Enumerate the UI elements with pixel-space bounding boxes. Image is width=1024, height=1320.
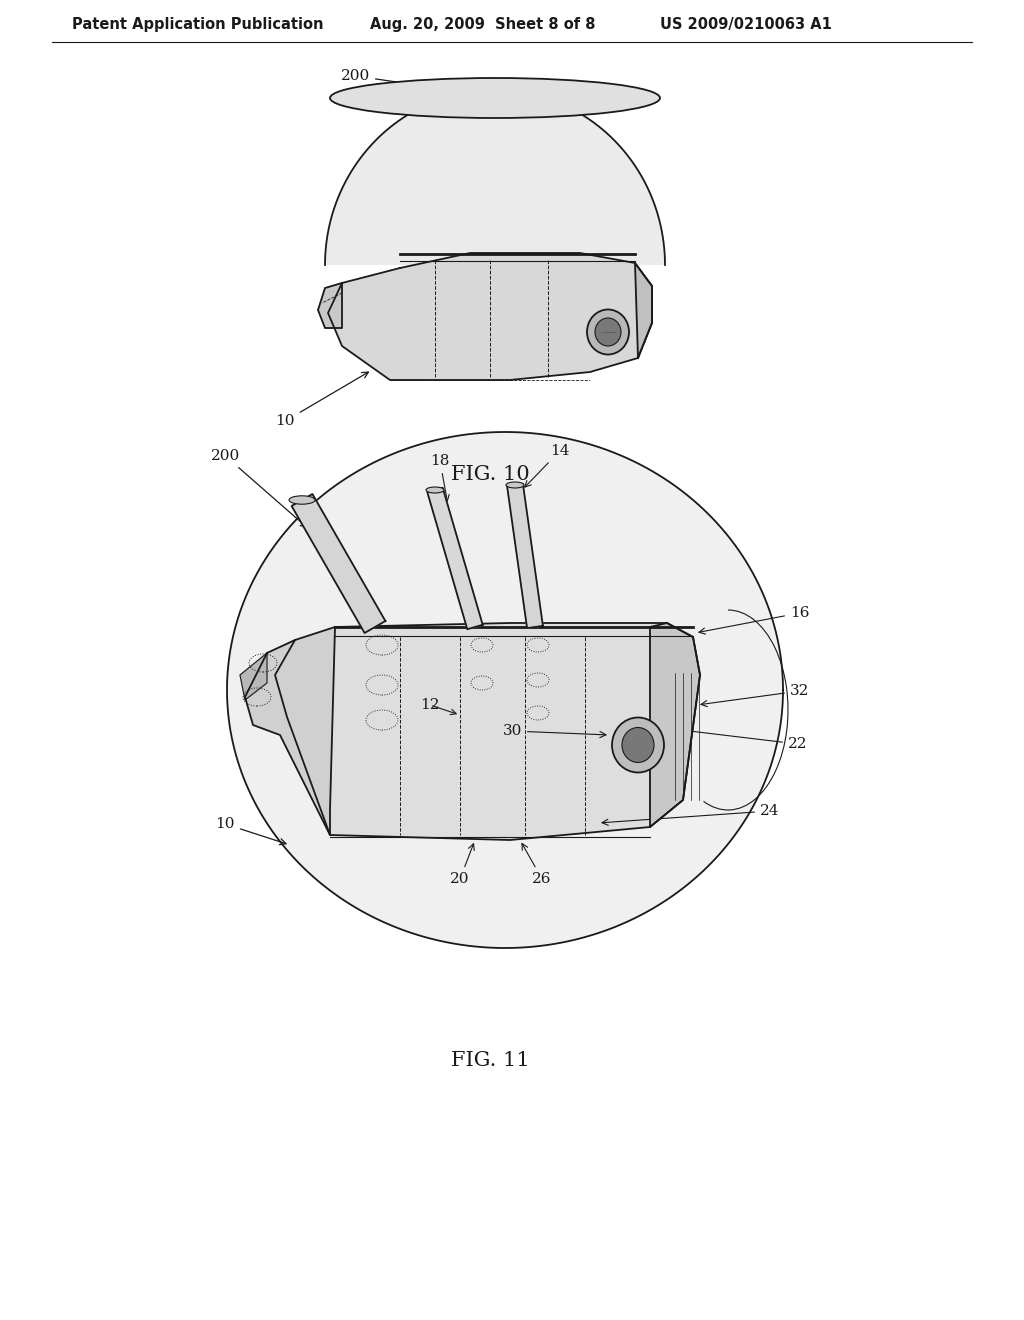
Polygon shape (325, 90, 665, 265)
Text: FIG. 11: FIG. 11 (451, 1051, 529, 1069)
Ellipse shape (289, 496, 315, 504)
Polygon shape (227, 432, 783, 948)
Text: 20: 20 (451, 843, 474, 886)
Ellipse shape (587, 309, 629, 355)
Ellipse shape (622, 727, 654, 763)
Text: US 2009/0210063 A1: US 2009/0210063 A1 (660, 17, 831, 33)
Text: 12: 12 (420, 698, 439, 711)
Ellipse shape (595, 318, 621, 346)
Text: 10: 10 (215, 817, 286, 845)
Text: 32: 32 (701, 684, 809, 706)
Text: 18: 18 (430, 454, 450, 502)
Ellipse shape (612, 718, 664, 772)
Ellipse shape (506, 482, 524, 488)
Text: Aug. 20, 2009  Sheet 8 of 8: Aug. 20, 2009 Sheet 8 of 8 (370, 17, 596, 33)
Polygon shape (328, 253, 652, 380)
Polygon shape (650, 623, 700, 828)
Text: FIG. 10: FIG. 10 (451, 466, 529, 484)
Text: 200: 200 (211, 449, 307, 527)
Text: 24: 24 (602, 804, 779, 825)
Text: 10: 10 (275, 372, 369, 428)
Polygon shape (292, 494, 385, 634)
Text: Patent Application Publication: Patent Application Publication (72, 17, 324, 33)
Text: 22: 22 (660, 725, 808, 751)
Ellipse shape (330, 78, 660, 117)
Text: 200: 200 (341, 69, 551, 107)
Text: 16: 16 (699, 606, 810, 634)
Text: 30: 30 (503, 723, 606, 738)
Polygon shape (635, 263, 652, 358)
Polygon shape (245, 627, 335, 836)
Text: 14: 14 (524, 444, 569, 487)
Polygon shape (275, 623, 700, 840)
Polygon shape (427, 488, 482, 630)
Polygon shape (318, 282, 342, 327)
Ellipse shape (426, 487, 444, 492)
Polygon shape (240, 653, 267, 700)
Polygon shape (507, 484, 543, 628)
Text: 26: 26 (522, 843, 552, 886)
